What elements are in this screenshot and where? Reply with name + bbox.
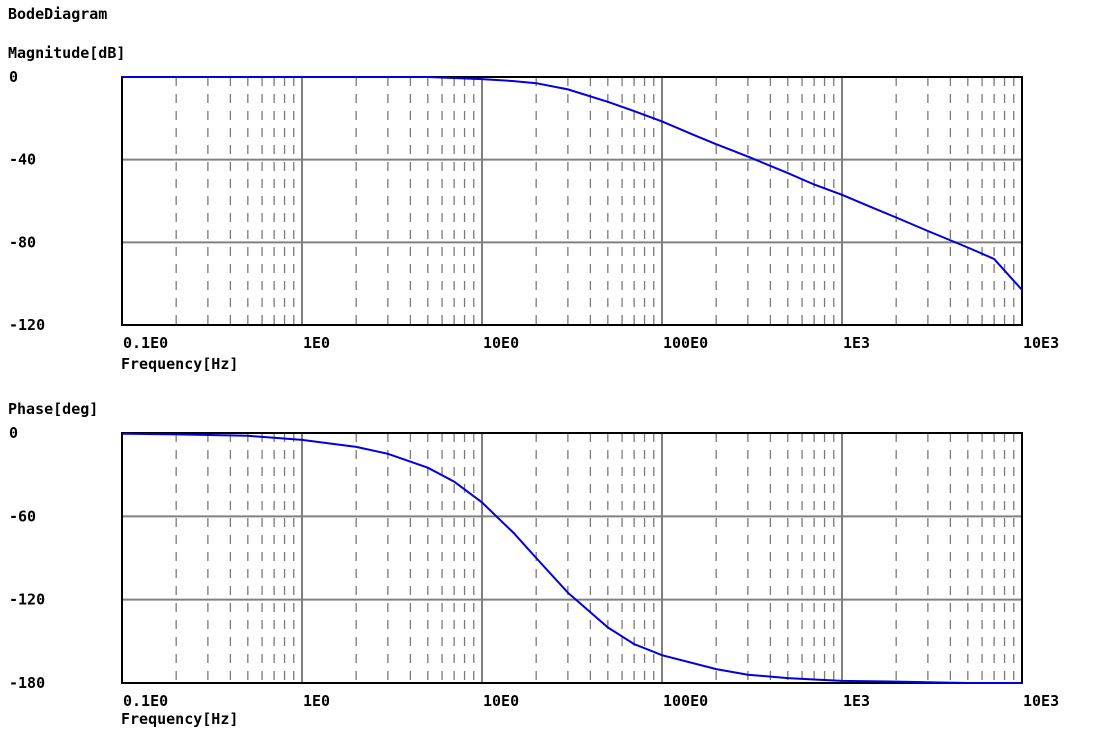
phase-axis-label: Phase[deg] [8,400,99,418]
phase-plot-frame [121,432,1023,684]
phase-curve [121,432,1022,684]
magnitude-xtick-label: 1E0 [303,334,330,352]
magnitude-xtick-label: 100E0 [663,334,708,352]
magnitude-x-axis-label: Frequency[Hz] [121,355,239,373]
phase-xtick-label: 10E3 [1023,692,1059,710]
phase-xtick-label: 1E0 [303,692,330,710]
phase-ytick-label: -120 [9,591,45,609]
magnitude-ytick-label: -80 [9,233,36,251]
magnitude-axis-label: Magnitude[dB] [8,44,126,62]
phase-x-axis-label: Frequency[Hz] [121,710,239,728]
phase-ytick-label: -60 [9,507,36,525]
magnitude-ytick-label: -40 [9,151,36,169]
phase-xtick-label: 1E3 [843,692,870,710]
phase-xtick-label: 0.1E0 [123,692,168,710]
phase-xtick-label: 100E0 [663,692,708,710]
magnitude-plot-frame [121,76,1023,326]
magnitude-ytick-label: 0 [9,68,18,86]
magnitude-xtick-label: 0.1E0 [123,334,168,352]
magnitude-curve [122,76,1023,291]
phase-ytick-label: -180 [9,674,45,692]
magnitude-xtick-label: 10E0 [483,334,519,352]
magnitude-xtick-label: 10E3 [1023,334,1059,352]
magnitude-ytick-label: -120 [9,316,45,334]
phase-xtick-label: 10E0 [483,692,519,710]
page-title: BodeDiagram [8,5,108,23]
phase-ytick-label: 0 [9,424,18,442]
magnitude-xtick-label: 1E3 [843,334,870,352]
